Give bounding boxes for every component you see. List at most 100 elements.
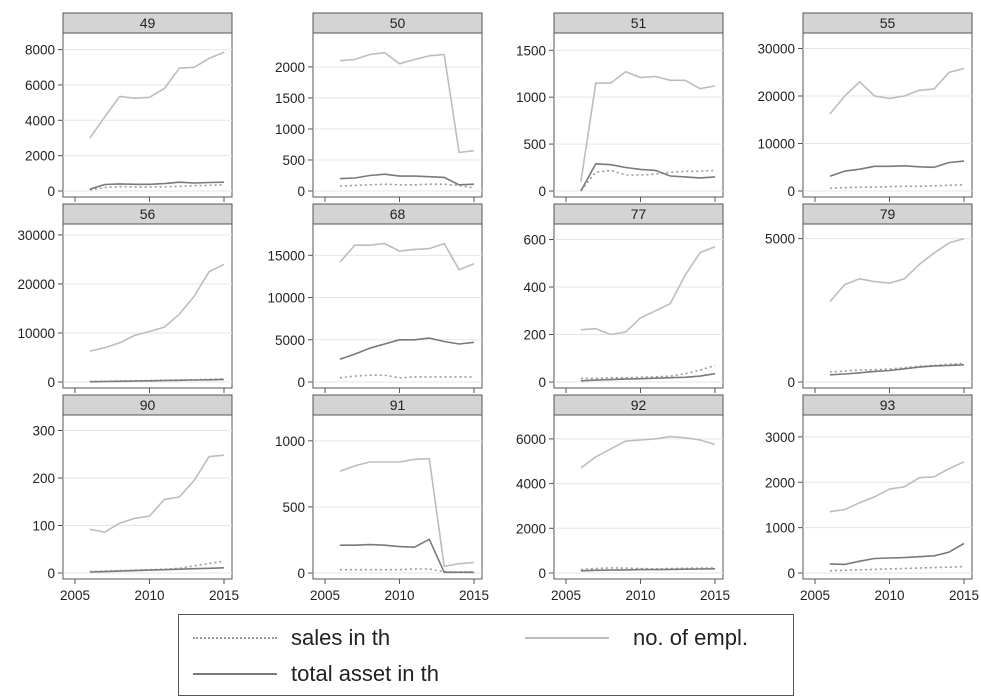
y-tick-label: 4000	[25, 113, 55, 128]
panel-49: 49 0 2000 4000 6000 8000	[25, 12, 233, 202]
series-line-assets	[339, 538, 474, 574]
legend-item-sales: sales in th	[193, 625, 390, 651]
series-line-empl	[339, 457, 475, 568]
y-tick-label: 3000	[765, 430, 795, 445]
series-line-assets	[89, 181, 225, 190]
y-tick-label: 500	[523, 137, 546, 152]
plot-area	[802, 414, 973, 580]
small-multiples-chart: 4902000400060008000500500100015002000510…	[17, 12, 979, 603]
legend-swatch-employees	[525, 637, 609, 639]
x-tick-label: 2015	[949, 588, 979, 603]
series-line-empl	[829, 237, 965, 303]
y-tick-label: 1000	[275, 434, 305, 449]
y-tick-label: 5000	[275, 333, 305, 348]
y-tick-label: 0	[297, 375, 305, 390]
panel-title: 90	[140, 397, 156, 413]
y-tick-label: 0	[47, 184, 55, 199]
panel-68: 68 0 5000 10000 15000	[267, 203, 483, 393]
panel-77: 77 0 200 400 600	[523, 203, 724, 393]
x-tick-label: 2005	[310, 588, 340, 603]
y-tick-label: 1500	[516, 43, 546, 58]
y-tick-label: 10000	[757, 137, 795, 152]
panel-title: 68	[390, 206, 406, 222]
y-tick-label: 0	[538, 184, 546, 199]
series-line-empl	[580, 435, 716, 469]
y-tick-label: 100	[32, 519, 55, 534]
x-tick-label: 2005	[800, 588, 830, 603]
series-line-sales	[829, 565, 965, 572]
series-line-empl	[580, 71, 716, 182]
series-line-empl	[829, 461, 965, 513]
series-line-assets	[829, 542, 965, 566]
plot-area	[553, 32, 724, 198]
x-tick-label: 2005	[551, 588, 581, 603]
series-line-sales	[580, 567, 716, 571]
series-line-assets	[339, 337, 475, 360]
y-tick-label: 500	[282, 153, 305, 168]
y-tick-label: 600	[523, 233, 546, 248]
y-tick-label: 400	[523, 280, 546, 295]
legend-label-sales: sales in th	[291, 625, 391, 650]
panel-title: 91	[390, 397, 406, 413]
panel-title: 92	[631, 397, 647, 413]
series-line-assets	[89, 378, 225, 383]
legend: sales in th no. of empl. total asset in …	[178, 614, 794, 696]
panel-79: 79 0 5000	[765, 203, 973, 393]
legend-label-employees: no. of empl.	[633, 625, 748, 650]
y-tick-label: 5000	[765, 232, 795, 247]
y-tick-label: 2000	[275, 60, 305, 75]
series-line-assets	[829, 364, 965, 376]
panel-title: 49	[140, 15, 156, 31]
plot-area	[62, 414, 233, 580]
y-tick-label: 0	[787, 375, 795, 390]
plot-area	[802, 32, 973, 198]
y-tick-label: 0	[297, 184, 305, 199]
x-tick-label: 2015	[459, 588, 489, 603]
y-tick-label: 0	[538, 566, 546, 581]
x-tick-label: 2010	[874, 588, 904, 603]
y-tick-label: 0	[47, 375, 55, 390]
x-tick-label: 2005	[60, 588, 90, 603]
x-tick-label: 2010	[625, 588, 655, 603]
x-tick-label: 2010	[134, 588, 164, 603]
y-tick-label: 1000	[765, 521, 795, 536]
y-tick-label: 0	[47, 566, 55, 581]
y-tick-label: 8000	[25, 43, 55, 58]
plot-area	[312, 223, 483, 389]
y-tick-label: 6000	[516, 432, 546, 447]
y-tick-label: 20000	[757, 89, 795, 104]
y-tick-label: 30000	[17, 228, 55, 243]
y-tick-label: 0	[787, 566, 795, 581]
plot-area	[62, 32, 233, 198]
series-line-assets	[580, 372, 716, 382]
plot-area	[312, 32, 483, 198]
y-tick-label: 4000	[516, 477, 546, 492]
series-line-assets	[580, 163, 716, 192]
legend-item-assets: total asset in th	[193, 661, 439, 687]
plot-area	[553, 414, 724, 580]
y-tick-label: 500	[282, 500, 305, 515]
legend-item-employees: no. of empl.	[525, 625, 748, 651]
y-tick-label: 0	[787, 184, 795, 199]
series-line-assets	[89, 567, 225, 573]
x-tick-label: 2010	[384, 588, 414, 603]
plot-area	[802, 223, 973, 389]
series-line-assets	[580, 568, 716, 572]
x-tick-label: 2015	[209, 588, 239, 603]
legend-swatch-assets	[193, 673, 277, 675]
series-line-assets	[339, 173, 475, 186]
legend-swatch-sales	[193, 637, 277, 639]
y-tick-label: 1500	[275, 91, 305, 106]
plot-area	[553, 223, 724, 389]
panel-title: 79	[880, 206, 896, 222]
y-tick-label: 2000	[765, 475, 795, 490]
y-tick-label: 0	[538, 375, 546, 390]
y-tick-label: 6000	[25, 78, 55, 93]
y-tick-label: 2000	[25, 149, 55, 164]
series-line-empl	[580, 245, 716, 336]
panel-91: 91 0 500 1000 2005 2010 2015	[275, 394, 489, 603]
panel-title: 51	[631, 15, 647, 31]
y-tick-label: 20000	[17, 277, 55, 292]
panel-title: 55	[880, 15, 896, 31]
y-tick-label: 1000	[275, 122, 305, 137]
